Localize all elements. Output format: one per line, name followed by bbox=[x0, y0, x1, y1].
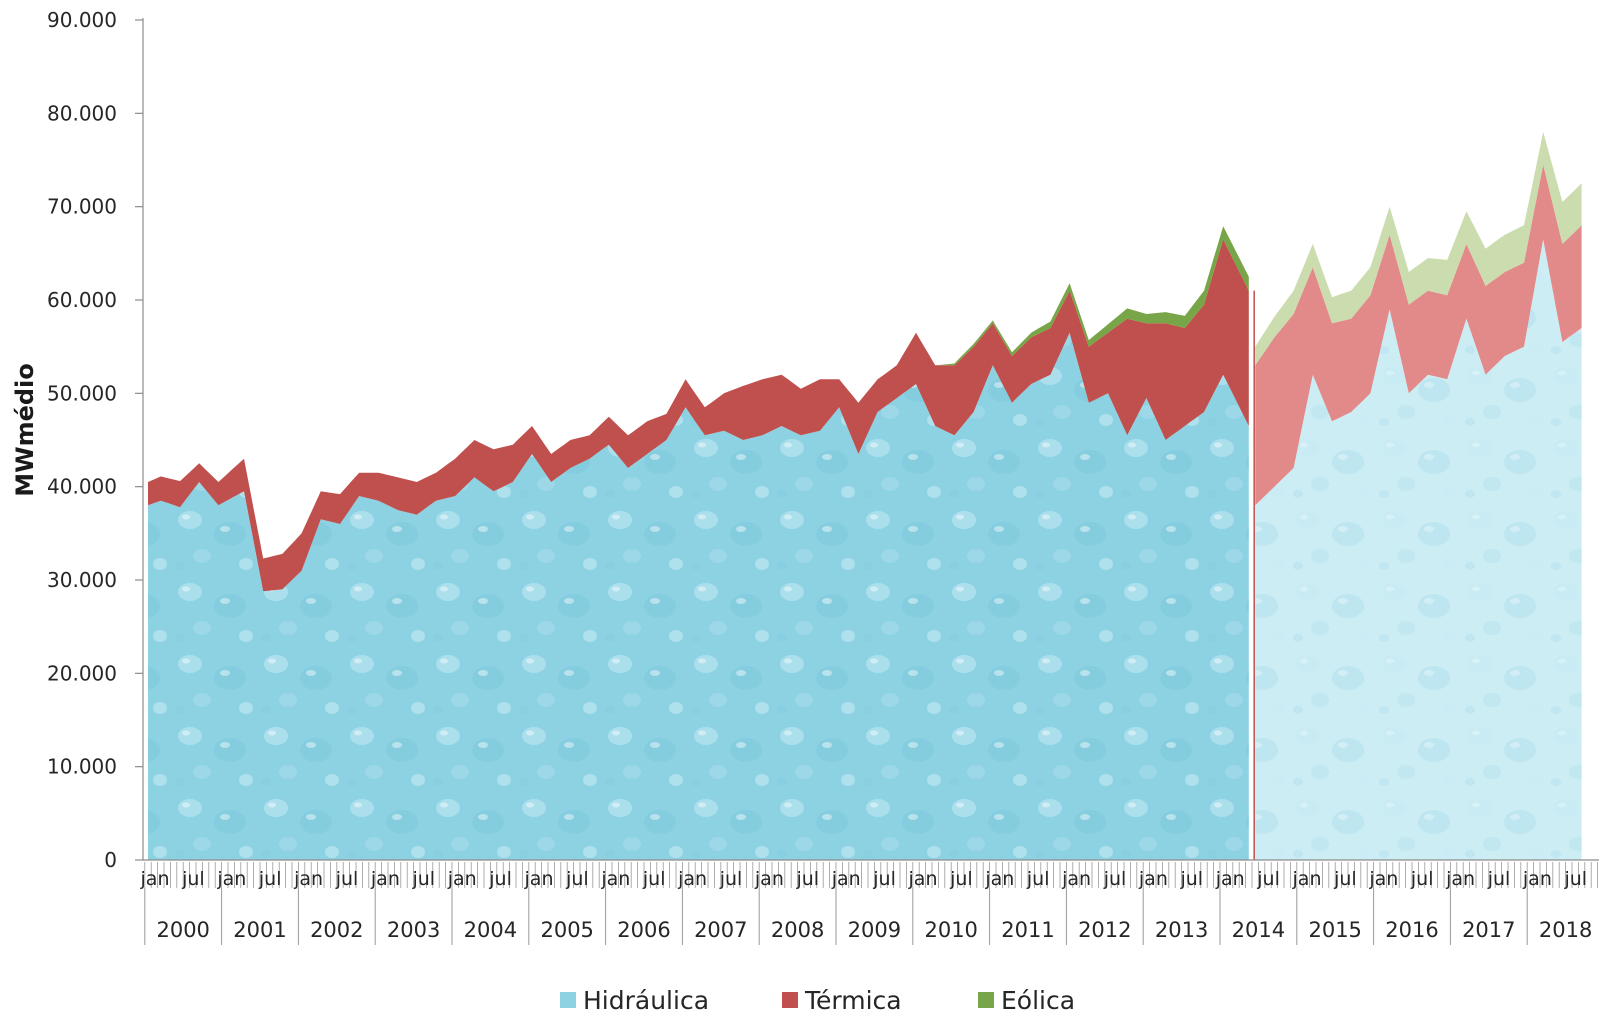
x-month-label: jan bbox=[524, 868, 554, 890]
termica-forecast-area bbox=[1255, 164, 1582, 506]
hidraulica-forecast-texture bbox=[1255, 239, 1582, 861]
y-tick-label: 40.000 bbox=[47, 475, 117, 499]
x-month-label: jul bbox=[1563, 868, 1587, 890]
y-axis-title: MWmédio bbox=[11, 363, 39, 497]
x-year-label: 2006 bbox=[617, 918, 670, 942]
x-month-label: jan bbox=[1061, 868, 1091, 890]
x-month-label: jan bbox=[754, 868, 784, 890]
x-year-label: 2018 bbox=[1539, 918, 1592, 942]
x-year-label: 2016 bbox=[1385, 918, 1438, 942]
x-year-label: 2003 bbox=[387, 918, 440, 942]
y-tick-label: 90.000 bbox=[47, 8, 117, 32]
legend-label: Hidráulica bbox=[583, 986, 709, 1015]
x-year-labels: 2000 2001 2002 2003 2004 2005 2006 2007 2008 2009… bbox=[144, 888, 1592, 945]
x-year-label: 2011 bbox=[1001, 918, 1054, 942]
y-tick-label: 0 bbox=[104, 848, 117, 872]
x-month-label: jul bbox=[258, 868, 282, 890]
legend-item: Térmica bbox=[782, 986, 902, 1015]
x-year-label: 2017 bbox=[1462, 918, 1515, 942]
y-tick-label: 10.000 bbox=[47, 755, 117, 779]
x-month-label: jul bbox=[488, 868, 512, 890]
y-axis: 0 10.000 20.000 30.000 40.000 50.000 60.000 70.… bbox=[47, 8, 144, 872]
legend-label: Térmica bbox=[804, 986, 902, 1015]
x-month-label: jan bbox=[447, 868, 477, 890]
hidraulica-area-texture bbox=[148, 332, 1249, 860]
legend-item: Hidráulica bbox=[560, 986, 709, 1015]
x-month-label: jul bbox=[642, 868, 666, 890]
x-month-label: jan bbox=[370, 868, 400, 890]
x-year-label: 2008 bbox=[771, 918, 824, 942]
x-month-label: jan bbox=[1215, 868, 1245, 890]
x-month-label: jan bbox=[216, 868, 246, 890]
x-month-label: jan bbox=[140, 868, 170, 890]
legend-swatch bbox=[978, 992, 994, 1008]
x-month-label: jul bbox=[1026, 868, 1050, 890]
x-month-label: jan bbox=[293, 868, 323, 890]
legend-swatch-texture bbox=[560, 992, 576, 1008]
y-tick-label: 60.000 bbox=[47, 288, 117, 312]
x-year-label: 2012 bbox=[1078, 918, 1131, 942]
x-month-label: jan bbox=[984, 868, 1014, 890]
x-month-label: jul bbox=[1103, 868, 1127, 890]
x-year-label: 2015 bbox=[1308, 918, 1361, 942]
x-month-label: jul bbox=[335, 868, 359, 890]
y-tick-label: 80.000 bbox=[47, 101, 117, 125]
x-month-label: jan bbox=[600, 868, 630, 890]
x-month-label: jul bbox=[949, 868, 973, 890]
x-year-label: 2005 bbox=[540, 918, 593, 942]
legend: Hidráulica Térmica Eólica bbox=[560, 986, 1075, 1015]
stacked-areas bbox=[148, 132, 1582, 861]
y-tick-labels: 0 10.000 20.000 30.000 40.000 50.000 60.000 70.… bbox=[47, 8, 143, 872]
x-year-label: 2009 bbox=[848, 918, 901, 942]
x-month-label: jan bbox=[1445, 868, 1475, 890]
x-month-label: jan bbox=[908, 868, 938, 890]
eolica-forecast-area bbox=[1255, 132, 1582, 366]
x-month-label: jan bbox=[677, 868, 707, 890]
x-month-label: jul bbox=[411, 868, 435, 890]
x-month-label: jul bbox=[795, 868, 819, 890]
x-month-tick-marks bbox=[144, 862, 1598, 888]
x-month-label: jan bbox=[831, 868, 861, 890]
x-month-label: jul bbox=[181, 868, 205, 890]
y-tick-label: 30.000 bbox=[47, 568, 117, 592]
x-year-label: 2002 bbox=[310, 918, 363, 942]
x-month-label: jul bbox=[565, 868, 589, 890]
x-axis: jan jul jan jul jan jul jan jul jan jul jan jul jan j… bbox=[140, 859, 1599, 945]
x-month-label: jul bbox=[1256, 868, 1280, 890]
legend-swatch bbox=[782, 992, 798, 1008]
x-year-label: 2004 bbox=[464, 918, 517, 942]
x-year-label: 2013 bbox=[1155, 918, 1208, 942]
x-month-label: jan bbox=[1138, 868, 1168, 890]
x-month-label: jul bbox=[1410, 868, 1434, 890]
legend-item: Eólica bbox=[978, 986, 1075, 1015]
x-year-label: 2001 bbox=[233, 918, 286, 942]
x-year-label: 2014 bbox=[1232, 918, 1285, 942]
x-year-label: 2010 bbox=[924, 918, 977, 942]
y-tick-label: 20.000 bbox=[47, 661, 117, 685]
termica-area bbox=[148, 239, 1249, 592]
legend-label: Eólica bbox=[1001, 986, 1075, 1015]
x-month-label: jul bbox=[1179, 868, 1203, 890]
y-tick-label: 50.000 bbox=[47, 381, 117, 405]
x-month-label: jan bbox=[1292, 868, 1322, 890]
x-year-label: 2007 bbox=[694, 918, 747, 942]
x-month-label: jul bbox=[1487, 868, 1511, 890]
x-month-label: jan bbox=[1368, 868, 1398, 890]
x-month-tick-labels: jan jul jan jul jan jul jan jul jan jul jan jul jan j… bbox=[140, 868, 1588, 890]
x-month-label: jul bbox=[1333, 868, 1357, 890]
x-month-label: jul bbox=[872, 868, 896, 890]
x-month-label: jul bbox=[719, 868, 743, 890]
x-month-label: jan bbox=[1522, 868, 1552, 890]
y-tick-label: 70.000 bbox=[47, 195, 117, 219]
x-year-label: 2000 bbox=[156, 918, 209, 942]
